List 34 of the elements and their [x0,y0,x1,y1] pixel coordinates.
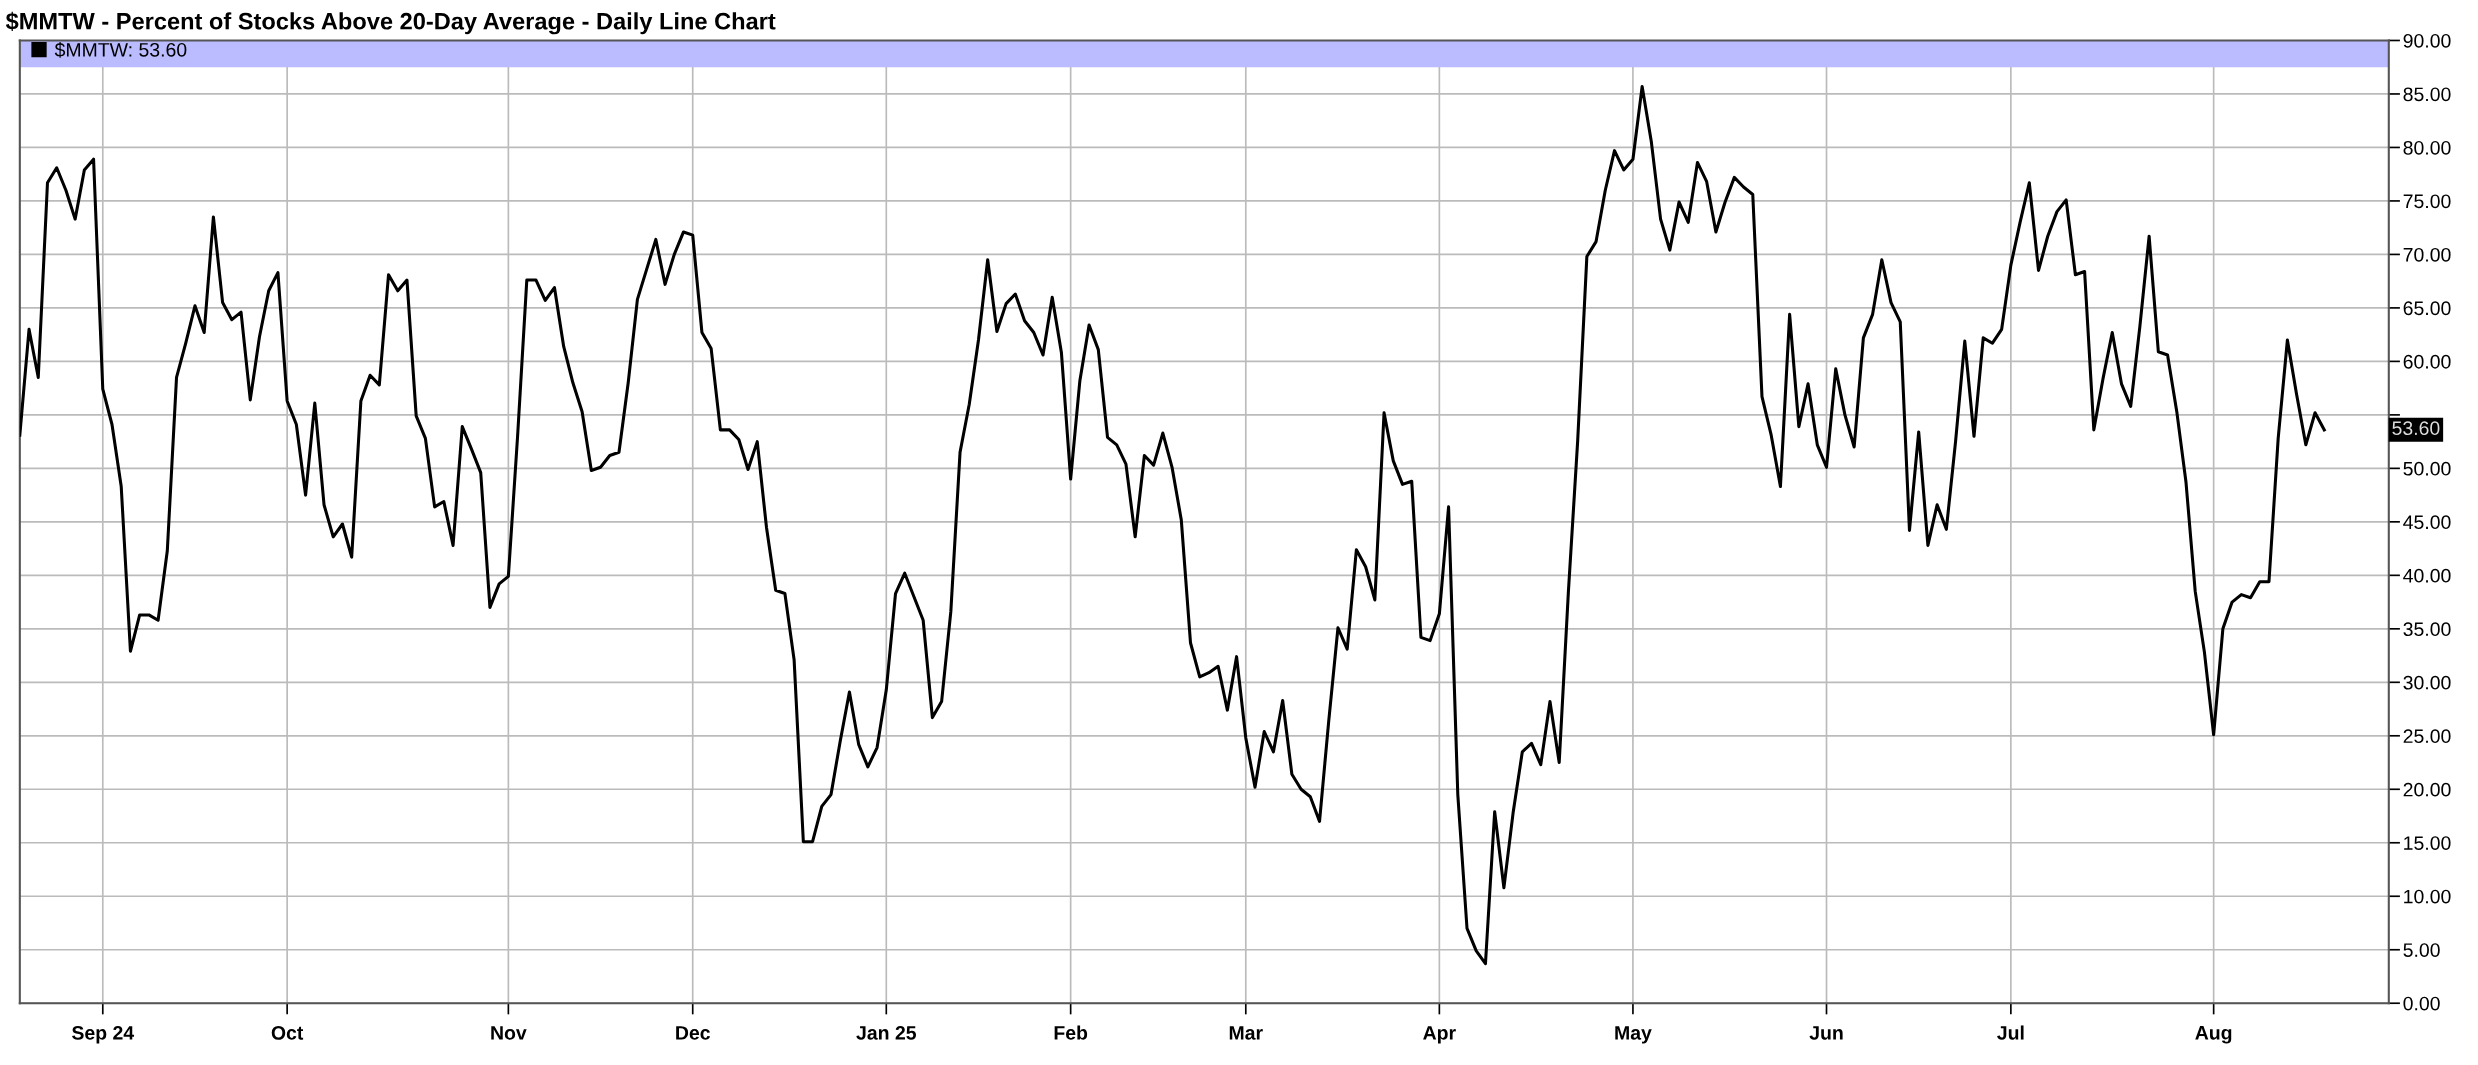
y-tick-label: 50.00 [2403,461,2451,476]
x-tick-label: May [1615,1026,1652,1044]
y-tick-label: 85.00 [2403,87,2451,102]
x-tick-label: Nov [491,1026,527,1040]
y-tick-label: 15.00 [2404,836,2451,851]
y-tick-label: 70.00 [2403,247,2451,262]
chart-title: $MMTW - Percent of Stocks Above 20-Day Average - Daily Line Chart [5,11,776,35]
line-series [19,84,2326,966]
x-tick-label: Jan 25 [856,1025,917,1040]
y-tick-label: 65.00 [2403,301,2451,316]
text: 53.60 [2392,421,2440,436]
x-tick-label: Oct [271,1025,304,1040]
y-tick-label: 35.00 [2403,622,2451,637]
y-tick-label: 60.00 [2403,354,2451,369]
y-tick-label: 0.00 [2403,996,2440,1011]
y-tick-label: 30.00 [2403,675,2451,690]
x-tick-label: Aug [2195,1026,2232,1044]
y-tick-label: 90.00 [2403,33,2451,48]
y-tick-label: 25.00 [2403,729,2451,744]
y-tick-label: 80.00 [2403,140,2451,155]
y-tick-label: 40.00 [2403,568,2451,583]
x-tick-label: Jun [1809,1026,1843,1040]
y-tick-label: 45.00 [2403,515,2451,530]
x-tick-label: Dec [676,1026,710,1040]
y-tick-label: 20.00 [2403,782,2451,797]
y-tick-label: 10.00 [2404,889,2451,904]
x-tick-label: Feb [1054,1025,1088,1040]
x-tick-label: Jul [1997,1025,2024,1040]
x-tick-label: Sep 24 [72,1025,135,1044]
x-tick-label: Mar [1229,1026,1263,1040]
x-tick-label: Apr [1423,1026,1456,1044]
y-tick-label: 5.00 [2403,943,2440,957]
y-tick-label: 75.00 [2403,194,2451,209]
legend-label: $MMTW: 53.60 [54,42,187,58]
